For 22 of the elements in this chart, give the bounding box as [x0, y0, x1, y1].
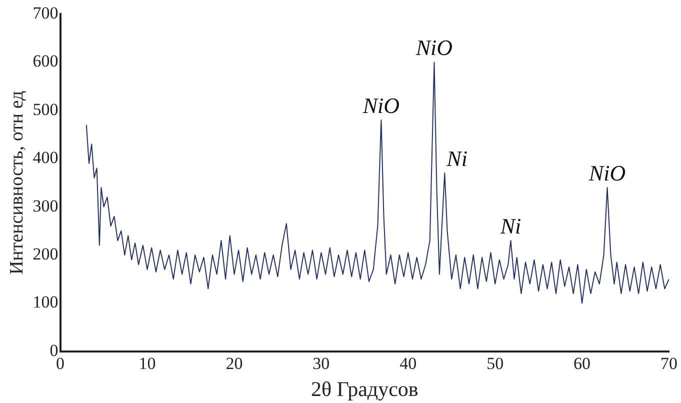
annotation: Ni [499, 213, 522, 238]
y-tick-label: 100 [32, 292, 58, 312]
x-tick-label: 70 [660, 354, 678, 374]
y-tick-label: 300 [32, 196, 58, 216]
y-tick-label: 0 [50, 340, 58, 360]
x-tick-label: 40 [400, 354, 417, 374]
x-tick-label: 50 [486, 354, 504, 374]
y-tick-label: 500 [32, 100, 58, 119]
y-axis-title: Интенсивность, отн ед [6, 90, 28, 275]
y-tick-label: 700 [32, 3, 58, 22]
annotation: Ni [446, 146, 468, 171]
y-tick-label: 400 [32, 148, 58, 168]
y-tick-label: 200 [32, 244, 58, 264]
y-tick-label: 600 [32, 52, 58, 71]
annotation: NiO [414, 34, 453, 60]
x-tick-label: 20 [226, 354, 243, 374]
x-tick-label: 30 [312, 354, 330, 374]
annotation: NiO [362, 92, 400, 118]
x-tick-label: 60 [574, 354, 591, 374]
annotation: NiO [588, 160, 626, 186]
x-tick-label: 10 [138, 354, 156, 374]
x-axis-title: 2θ Градусов [310, 376, 418, 401]
